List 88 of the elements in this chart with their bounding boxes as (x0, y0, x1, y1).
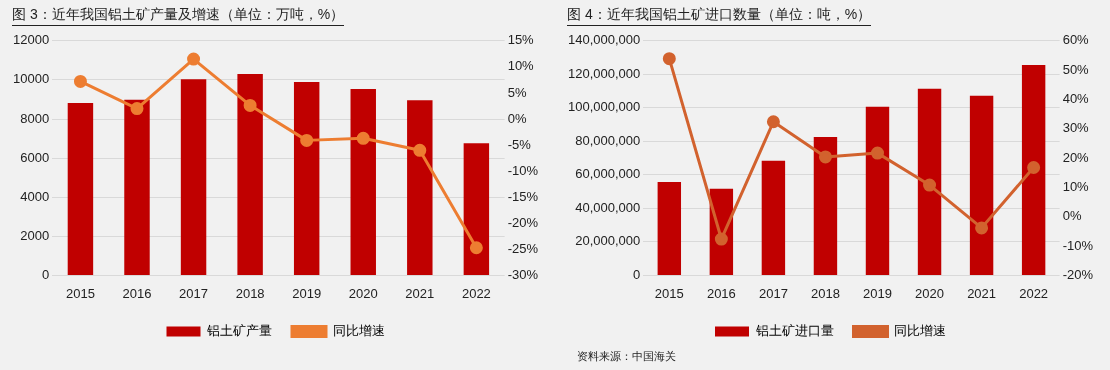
point (923, 178, 937, 192)
x-tick-label: 2021 (405, 285, 435, 301)
bar (124, 99, 150, 275)
y-tick-label: 100,000,000 (568, 99, 641, 115)
x-tick-label: 2016 (122, 285, 152, 301)
bar (813, 136, 838, 275)
x-tick-label: 2016 (706, 285, 736, 301)
point (975, 221, 989, 235)
y2-tick-label: 60% (1062, 32, 1090, 48)
point (130, 102, 144, 116)
bar (761, 160, 786, 275)
x-tick-label: 2022 (1019, 285, 1049, 301)
chart-title: 图 4：近年我国铝土矿进口数量（单位：吨，%） (567, 6, 872, 26)
point (73, 74, 87, 88)
bar (865, 106, 890, 275)
y2-tick-label: 50% (1062, 61, 1090, 77)
x-tick-label: 2015 (65, 285, 95, 301)
point (243, 98, 257, 112)
bar (237, 74, 263, 275)
y2-tick-label: -10% (1062, 237, 1094, 253)
bar (969, 95, 994, 275)
y2-tick-label: 0% (507, 110, 527, 126)
point (356, 131, 370, 145)
y-tick-label: 40,000,000 (575, 199, 641, 215)
x-tick-label: 2020 (348, 285, 378, 301)
y-tick-label: 120,000,000 (568, 65, 641, 81)
y-tick-label: 4000 (20, 188, 50, 204)
x-tick-label: 2015 (654, 285, 684, 301)
x-tick-label: 2020 (915, 285, 944, 301)
x-tick-label: 2019 (863, 285, 892, 301)
y2-tick-label: 20% (1062, 149, 1090, 165)
y-tick-label: 60,000,000 (575, 166, 641, 182)
text: 资料来源：中国海关 (577, 349, 676, 364)
y-tick-label: 2000 (20, 227, 50, 243)
y2-tick-label: 30% (1062, 120, 1090, 136)
legend-label: 同比增速 (894, 323, 946, 339)
bar (463, 143, 490, 275)
x-tick-label: 2018 (235, 285, 265, 301)
x-tick-label: 2018 (810, 285, 840, 301)
y-tick-label: 10000 (12, 71, 50, 87)
point (871, 146, 884, 160)
y-tick-label: 8000 (20, 110, 50, 126)
bar (1021, 65, 1046, 275)
bar (67, 102, 94, 275)
y2-tick-label: -20% (507, 214, 539, 230)
y-tick-label: 140,000,000 (568, 32, 641, 48)
y2-tick-label: 10% (507, 58, 535, 74)
point (662, 52, 676, 66)
y2-tick-label: -10% (507, 162, 539, 178)
point (187, 52, 201, 66)
point (413, 143, 427, 157)
chart-title: 图 3：近年我国铝土矿产量及增速（单位：万吨，%） (12, 6, 345, 26)
y-tick-label: 0 (41, 266, 50, 282)
point (469, 241, 483, 255)
bar (180, 79, 207, 275)
bar (657, 182, 682, 275)
y2-tick-label: 5% (507, 84, 527, 100)
y-tick-label: 12000 (12, 32, 50, 48)
legend-label: 铝土矿进口量 (754, 323, 834, 339)
x-tick-label: 2021 (967, 285, 997, 301)
bar (293, 82, 320, 275)
x-tick-label: 2019 (292, 285, 322, 301)
y-tick-label: 6000 (20, 149, 50, 165)
point (766, 115, 780, 129)
y2-tick-label: 40% (1062, 91, 1090, 107)
y-tick-label: 20,000,000 (575, 233, 641, 249)
y2-tick-label: -20% (1062, 266, 1094, 282)
bar (407, 100, 433, 275)
y2-tick-label: 15% (507, 32, 535, 48)
x-tick-label: 2017 (179, 285, 209, 301)
y-tick-label: 80,000,000 (575, 132, 641, 148)
point (300, 133, 314, 147)
x-tick-label: 2017 (758, 285, 788, 301)
legend-label: 同比增速 (332, 323, 385, 339)
y2-tick-label: 10% (1062, 179, 1090, 194)
y2-tick-label: -15% (507, 188, 539, 204)
y-tick-label: 0 (633, 266, 641, 282)
bar (350, 88, 376, 275)
y2-tick-label: 0% (1062, 208, 1082, 224)
x-tick-label: 2022 (461, 285, 491, 301)
point (818, 150, 832, 164)
point (1027, 160, 1041, 174)
legend-label: 铝土矿产量 (206, 323, 272, 339)
point (714, 232, 728, 246)
y2-tick-label: -5% (507, 136, 532, 152)
y2-tick-label: -25% (507, 240, 539, 256)
bar (917, 88, 942, 275)
y2-tick-label: -30% (507, 266, 539, 282)
